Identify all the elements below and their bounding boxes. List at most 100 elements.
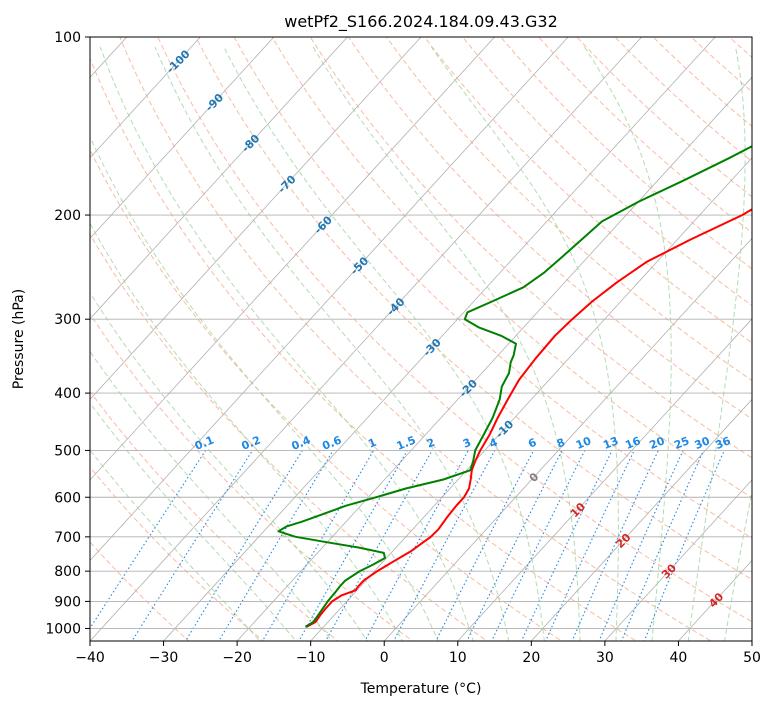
y-tick-label: 800: [54, 564, 81, 580]
y-tick-label: 300: [54, 312, 81, 328]
x-tick-label: −20: [222, 650, 252, 666]
x-tick-label: 0: [380, 650, 389, 666]
moist-adiabat-line: [154, 46, 510, 641]
dry-adiabat-line: [347, 37, 752, 420]
x-tick-label: −10: [296, 650, 326, 666]
moist-adiabat-line: [99, 46, 474, 641]
dry-adiabat-line: [271, 37, 752, 499]
dry-adiabat-line: [500, 37, 752, 270]
mixing-ratio-line: [261, 450, 375, 641]
y-tick-label: 1000: [45, 621, 81, 637]
x-tick-label: 20: [522, 650, 540, 666]
mixing-ratio-line: [598, 450, 684, 641]
mixing-ratio-label: 1.5: [395, 433, 418, 452]
moist-adiabat-line: [90, 222, 404, 641]
dry-adiabat-line: [576, 37, 752, 198]
x-tick-label: 30: [596, 650, 614, 666]
mixing-ratio-label: 30: [693, 434, 712, 452]
mixing-ratio-label: 0.2: [240, 433, 263, 452]
mixing-ratio-label: 10: [574, 434, 593, 452]
dry-adiabat-line: [90, 390, 339, 641]
dry-adiabat-line: [652, 37, 752, 128]
mixing-ratio-label: 25: [672, 434, 691, 452]
x-axis-label: Temperature (°C): [360, 681, 482, 697]
mixing-ratio-line: [325, 450, 433, 641]
isotherm-value-label: -100: [164, 47, 193, 76]
y-tick-label: 700: [54, 530, 81, 546]
mixing-ratio-label: 6: [526, 436, 538, 451]
dewpoint-line: [277, 145, 752, 628]
y-tick-label: 900: [54, 594, 81, 610]
dry-adiabat-line: [90, 148, 563, 641]
isotherm-line: [90, 37, 496, 481]
x-tick-label: −40: [75, 650, 105, 666]
dry-adiabat-line: [233, 37, 752, 539]
dry-adiabat-line: [90, 233, 488, 641]
dry-adiabat-line: [90, 57, 638, 641]
mixing-ratio-label: 0.1: [193, 433, 216, 452]
mixing-ratio-line: [491, 450, 586, 641]
dry-adiabat-line: [728, 37, 752, 58]
dry-adiabat-line: [90, 466, 265, 641]
x-tick-label: −30: [149, 650, 179, 666]
moist-adiabat-line: [687, 47, 746, 641]
y-tick-label: 500: [54, 443, 81, 459]
y-tick-label: 200: [54, 208, 81, 224]
isotherm-line: [90, 37, 275, 239]
dry-adiabat-line: [119, 37, 712, 641]
isotherm-line: [310, 157, 752, 641]
mixing-ratio-line: [571, 450, 659, 641]
isotherm-line: [90, 37, 569, 562]
isotherm-line: [236, 76, 752, 641]
mixing-ratio-label: 20: [648, 434, 667, 452]
dry-adiabat-line: [423, 37, 752, 344]
mixing-ratio-line: [544, 450, 635, 641]
temperature-line: [306, 208, 752, 628]
mixing-ratio-label: 0.4: [290, 433, 313, 452]
x-tick-label: 10: [449, 650, 467, 666]
moist-adiabat-line: [90, 449, 261, 641]
dry-adiabat-line: [385, 37, 752, 382]
isotherm-line: [457, 318, 752, 641]
isotherm-line: [677, 559, 752, 641]
moist-adiabat-line: [223, 46, 545, 641]
dry-adiabat-line: [309, 37, 752, 459]
mixing-ratio-line: [218, 450, 334, 641]
mixing-ratio-line: [520, 450, 613, 641]
mixing-ratio-line: [620, 450, 705, 641]
dry-adiabat-line: [90, 541, 190, 641]
dry-adiabat-line: [614, 37, 752, 163]
y-axis-label: Pressure (hPa): [11, 289, 27, 389]
mixing-ratio-label: 0.6: [320, 433, 343, 452]
x-tick-label: 50: [743, 650, 761, 666]
moist-adiabat-line: [724, 489, 752, 641]
dry-adiabat-line: [157, 37, 752, 623]
moist-adiabat-line: [90, 291, 368, 641]
pressure-gridlines: [90, 37, 752, 629]
isotherm-line: [751, 640, 752, 641]
mixing-ratio-line: [435, 450, 535, 641]
y-tick-label: 600: [54, 490, 81, 506]
mixing-ratio-line: [298, 450, 408, 641]
mixing-ratio-label: 2: [425, 436, 437, 451]
chart-title: wetPf2_S166.2024.184.09.43.G32: [284, 12, 558, 32]
mixing-ratio-label: 3: [461, 436, 473, 451]
mixing-ratio-label: 16: [623, 434, 642, 452]
isotherm-line: [383, 237, 752, 641]
axes: −40 −30 −20 −10 0 10 20 30 40 5010020030040050060…: [45, 30, 761, 666]
x-tick-label: 40: [670, 650, 688, 666]
profile-series: [277, 145, 752, 628]
y-tick-label: 100: [54, 30, 81, 46]
mixing-ratio-label: 1: [366, 436, 378, 451]
moist-adiabat-line: [312, 46, 581, 641]
moist-adiabat-line: [90, 350, 333, 641]
mixing-ratio-label: 13: [601, 434, 620, 452]
isotherm-line: [90, 37, 201, 159]
background-lines: [90, 37, 752, 641]
isotherm-line: [90, 37, 348, 320]
mixing-ratio-line: [90, 450, 207, 630]
isotherm-line: [90, 37, 643, 641]
isotherm-line: [604, 479, 752, 641]
mixing-ratio-label: 36: [713, 434, 732, 452]
